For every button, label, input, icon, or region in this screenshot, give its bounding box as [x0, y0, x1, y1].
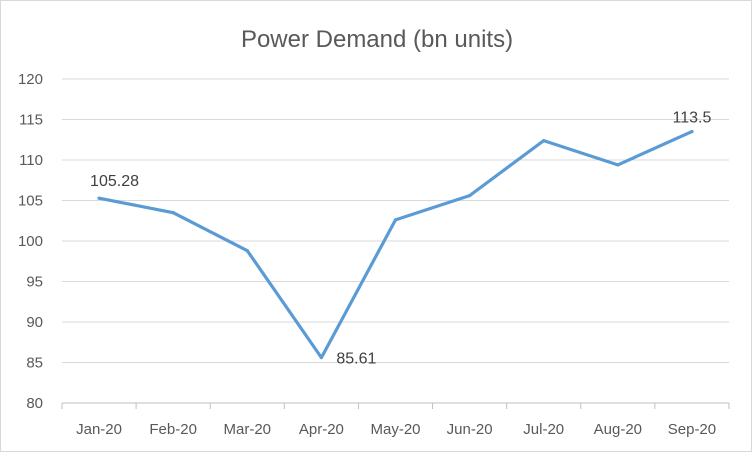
chart-title: Power Demand (bn units)	[241, 26, 513, 53]
gridlines	[61, 78, 730, 409]
x-tick-label: Sep-20	[668, 421, 716, 438]
data-point	[542, 138, 546, 143]
y-tick-label: 120	[18, 71, 43, 88]
y-axis-tick-labels: 80 85 90 95 100 105 110 115 120	[18, 71, 43, 412]
x-tick-label: Jan-20	[76, 421, 122, 438]
y-tick-label: 80	[26, 395, 43, 412]
y-tick-label: 90	[26, 314, 43, 331]
x-tick-label: Mar-20	[224, 421, 272, 438]
y-tick-label: 115	[19, 112, 43, 129]
x-axis-tick-labels: Jan-20 Feb-20 Mar-20 Apr-20 May-20 Jun-20 Jul-…	[76, 421, 716, 438]
x-tick-label: Apr-20	[299, 421, 344, 438]
x-tick-label: Aug-20	[594, 421, 642, 438]
data-point	[245, 249, 249, 253]
data-point	[393, 218, 398, 222]
data-label: 105.28	[90, 173, 139, 190]
series-layer	[97, 130, 694, 360]
data-label: 113.5	[673, 110, 712, 127]
y-tick-label: 105	[18, 193, 43, 210]
data-point	[468, 194, 472, 198]
y-tick-label: 100	[18, 233, 43, 250]
x-tick-label: Feb-20	[149, 421, 197, 438]
y-tick-label: 110	[19, 152, 43, 169]
x-tick-label: Jun-20	[447, 421, 493, 438]
data-point	[319, 355, 323, 360]
data-point	[171, 211, 175, 215]
y-tick-label: 95	[26, 274, 43, 291]
x-tick-label: Jul-20	[523, 421, 564, 438]
data-labels: 105.28 85.61 113.5	[90, 110, 711, 368]
data-point	[97, 196, 101, 200]
series-line	[97, 130, 694, 360]
data-label: 85.61	[336, 351, 376, 368]
y-tick-label: 85	[26, 355, 43, 372]
x-tick-label: May-20	[370, 421, 420, 438]
data-point	[690, 130, 694, 134]
data-point	[616, 163, 620, 167]
